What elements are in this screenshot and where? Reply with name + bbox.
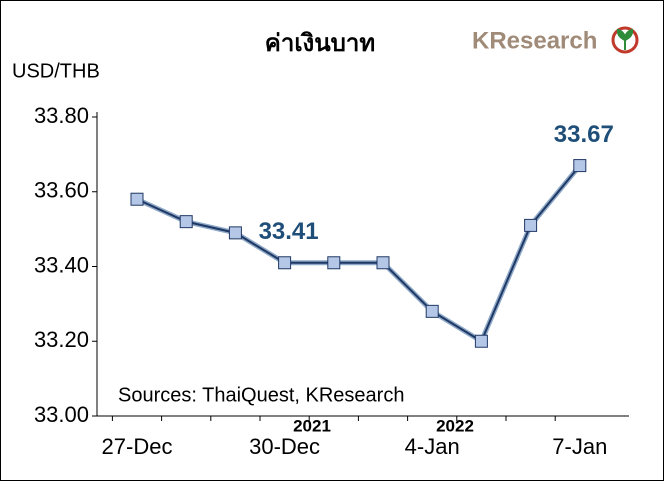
marker	[327, 256, 341, 270]
year-label: 2021	[293, 416, 331, 435]
y-tick-label: 33.60	[34, 178, 89, 203]
y-tick-label: 33.40	[34, 252, 89, 277]
marker	[573, 159, 587, 173]
marker	[474, 334, 488, 348]
marker	[376, 256, 390, 270]
chart-title: ค่าเงินบาท	[265, 29, 375, 57]
x-tick-label: 4-Jan	[405, 434, 460, 459]
logo-leaf	[616, 28, 634, 50]
y-tick-label: 33.20	[34, 327, 89, 352]
y-tick-label: 33.00	[34, 402, 89, 427]
x-tick-label: 30-Dec	[249, 434, 320, 459]
marker	[278, 256, 292, 270]
data-label: 33.41	[259, 218, 319, 245]
line	[136, 164, 581, 343]
x-tick-label: 27-Dec	[102, 434, 173, 459]
x-tick-label: 7-Jan	[552, 434, 607, 459]
marker	[179, 215, 193, 229]
marker	[130, 192, 144, 206]
source: Sources: ThaiQuest, KResearch	[118, 384, 404, 406]
marker	[425, 304, 439, 318]
logo: KResearch	[472, 27, 597, 54]
y-axis-label: USD/THB	[12, 60, 100, 82]
year-label: 2022	[436, 416, 474, 435]
marker	[228, 226, 242, 240]
data-label: 33.67	[554, 121, 614, 148]
y-tick-label: 33.80	[34, 103, 89, 128]
marker	[524, 218, 538, 232]
